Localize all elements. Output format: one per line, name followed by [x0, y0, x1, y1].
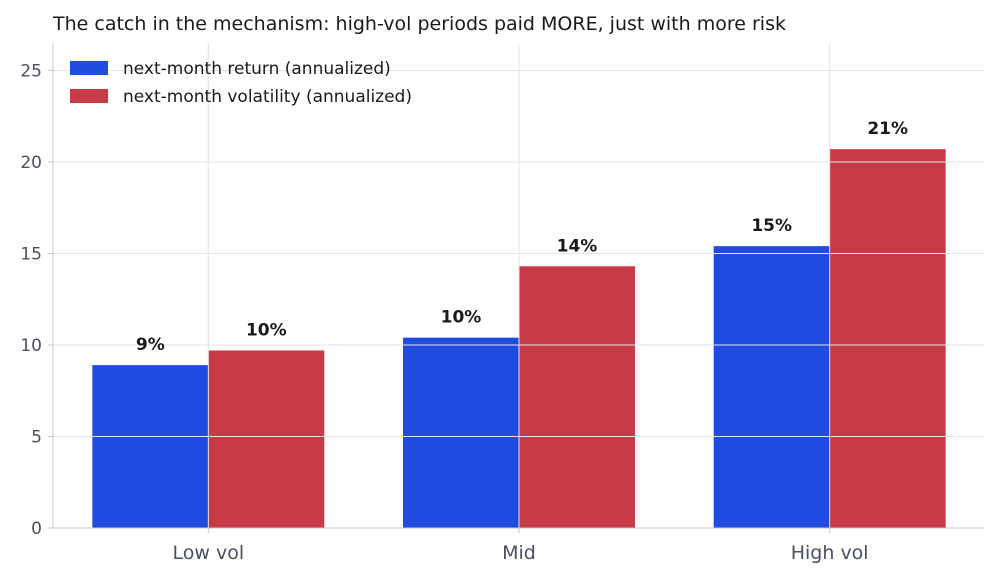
x-tick-label: High vol [791, 542, 869, 564]
bar [403, 337, 519, 528]
legend: next-month return (annualized) next-month… [70, 59, 412, 107]
bar-data-label: 15% [751, 216, 792, 236]
bar-data-label: 10% [441, 308, 482, 328]
labels-layer: 9% 10% 15% 10% 14% 21% [136, 119, 908, 355]
bar [829, 149, 946, 528]
bar [208, 350, 325, 528]
y-tick-label: 0 [31, 519, 42, 539]
chart-title: The catch in the mechanism: high-vol per… [52, 13, 786, 35]
bars-layer [53, 43, 985, 528]
bar [92, 365, 209, 528]
axes-layer: 0 5 10 15 20 25 Low vol Mid High vol [20, 43, 985, 564]
x-tick-label: Low vol [173, 542, 245, 564]
y-tick-label: 5 [31, 427, 42, 447]
bar-data-label: 21% [867, 119, 908, 139]
legend-label: next-month volatility (annualized) [123, 87, 412, 107]
bar [713, 246, 830, 528]
y-tick-label: 25 [20, 61, 42, 81]
bar [519, 266, 635, 528]
bar-data-label: 14% [557, 236, 598, 256]
y-tick-label: 15 [20, 244, 42, 264]
x-tick-label: Mid [502, 542, 536, 564]
legend-label: next-month return (annualized) [123, 59, 391, 79]
y-tick-label: 20 [20, 153, 42, 173]
legend-swatch [70, 61, 108, 75]
legend-swatch [70, 89, 108, 103]
bar-data-label: 9% [136, 335, 165, 355]
bar-data-label: 10% [246, 320, 287, 340]
y-tick-label: 10 [20, 336, 42, 356]
